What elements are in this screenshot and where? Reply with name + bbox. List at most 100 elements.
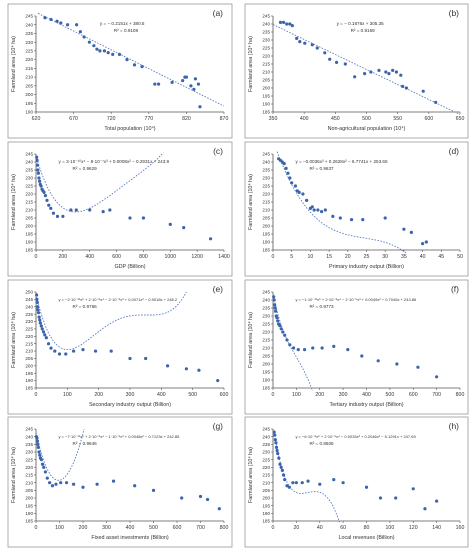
- data-point: [192, 87, 196, 91]
- x-tick-label: 800: [456, 392, 465, 398]
- panel-d: 1851901952002052102152202252302352402450…: [244, 141, 469, 277]
- data-point: [323, 208, 327, 212]
- data-point: [281, 473, 286, 477]
- x-tick-label: 500: [386, 392, 395, 398]
- y-tick-label: 210: [262, 346, 270, 351]
- y-tick-label: 220: [262, 465, 270, 470]
- data-point: [39, 184, 43, 188]
- data-point: [61, 214, 65, 218]
- data-point: [287, 485, 291, 489]
- y-tick-label: 240: [25, 22, 33, 27]
- data-point: [111, 479, 116, 483]
- y-tick-label: 200: [25, 363, 33, 368]
- data-point: [45, 198, 49, 202]
- x-tick-label: 450: [331, 116, 340, 122]
- y-tick-label: 185: [25, 386, 33, 391]
- data-point: [217, 507, 221, 511]
- data-point: [92, 44, 96, 48]
- data-point: [402, 227, 406, 231]
- data-point: [434, 100, 438, 104]
- data-point: [108, 208, 112, 212]
- y-tick-label: 245: [25, 297, 33, 302]
- y-tick-label: 210: [25, 480, 33, 485]
- panel-frame: [244, 3, 469, 139]
- data-point: [82, 35, 86, 39]
- data-point: [59, 21, 63, 25]
- x-tick-label: 400: [126, 525, 135, 531]
- data-point: [349, 218, 354, 222]
- data-point: [383, 216, 387, 220]
- y-tick-label: 185: [25, 248, 33, 253]
- y-tick-label: 240: [262, 298, 270, 303]
- data-point: [276, 451, 280, 456]
- data-point: [394, 70, 399, 74]
- y-tick-label: 230: [25, 319, 33, 324]
- fit-line: [35, 152, 164, 213]
- data-point: [281, 330, 285, 334]
- data-point: [132, 63, 137, 67]
- y-tick-label: 200: [25, 92, 33, 97]
- y-tick-label: 240: [262, 160, 270, 165]
- y-tick-label: 200: [262, 496, 270, 501]
- data-point: [395, 362, 399, 366]
- data-point: [293, 184, 298, 188]
- panel-letter: (b): [449, 8, 460, 18]
- data-point: [291, 346, 296, 350]
- x-tick-label: 600: [409, 392, 418, 398]
- x-axis-label: Primary industry output (Billion): [329, 264, 404, 270]
- y-tick-label: 215: [262, 62, 270, 67]
- data-point: [273, 306, 277, 310]
- y-axis-label: Farmland area (10⁴ ha): [248, 36, 254, 92]
- fit-equation: y = − 0.1876x + 305.35: [337, 21, 385, 26]
- data-point: [44, 336, 48, 340]
- data-point: [55, 19, 59, 23]
- data-point: [284, 166, 288, 170]
- data-point: [416, 365, 420, 369]
- data-point: [285, 338, 289, 342]
- data-point: [278, 462, 282, 466]
- data-point: [277, 456, 281, 460]
- data-point: [338, 216, 342, 220]
- y-tick-label: 230: [262, 176, 270, 181]
- data-point: [205, 497, 210, 502]
- data-point: [281, 20, 286, 24]
- fit-equation: y = 3·10⁻¹⁰x⁴ − 8·10⁻⁷x³ + 0.0008x² − 0.…: [59, 159, 170, 164]
- fit-equation: y = −2·10⁻¹²x⁵ + 2·10⁻⁸x⁴ − 2·10⁻⁵x³ + 0…: [59, 297, 178, 302]
- data-point: [306, 479, 310, 483]
- data-point: [273, 309, 278, 313]
- data-point: [72, 482, 76, 486]
- data-point: [216, 379, 220, 383]
- y-tick-label: 240: [25, 434, 33, 439]
- x-tick-label: 100: [63, 392, 72, 398]
- data-point: [291, 481, 295, 485]
- y-tick-label: 205: [25, 216, 33, 221]
- y-tick-label: 205: [25, 488, 33, 493]
- data-point: [315, 46, 319, 50]
- data-point: [423, 507, 427, 511]
- y-tick-label: 215: [25, 341, 33, 346]
- data-point: [81, 485, 85, 489]
- x-tick-label: 0: [35, 525, 38, 531]
- data-point: [401, 84, 405, 88]
- panel-g: 185 190 195 200 205 210 215 220 225 230 235 240 245 0…: [7, 416, 233, 548]
- y-tick-label: 235: [25, 312, 33, 317]
- y-tick-label: 250: [25, 290, 33, 295]
- y-tick-label: 205: [262, 78, 270, 83]
- panel-frame: [244, 416, 469, 548]
- data-point: [193, 77, 198, 81]
- y-tick-label: 195: [262, 94, 270, 99]
- y-tick-label: 225: [25, 184, 33, 189]
- data-point: [106, 51, 110, 55]
- y-tick-label: 210: [262, 70, 270, 75]
- data-point: [272, 298, 276, 302]
- data-point: [37, 176, 41, 180]
- x-tick-label: 200: [315, 392, 324, 398]
- data-point: [301, 192, 305, 196]
- y-tick-label: 235: [262, 306, 270, 311]
- x-tick-label: 0: [35, 254, 38, 260]
- x-axis-label: GDP (Billion): [114, 264, 145, 270]
- data-point: [49, 206, 53, 210]
- data-point: [39, 458, 44, 462]
- panel-h: 185 190 195 200 205 210 215 220 225 230 235 240 245 0…: [244, 416, 469, 548]
